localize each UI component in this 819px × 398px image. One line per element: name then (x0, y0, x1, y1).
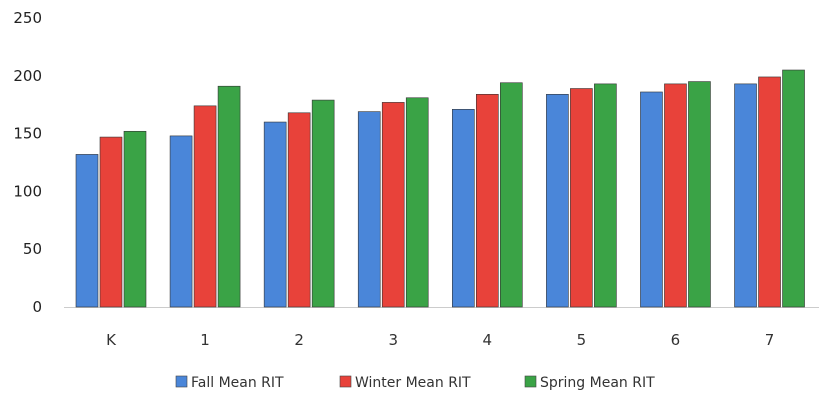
bar-winter-mean-rit-4 (475, 93, 499, 308)
legend-swatch (339, 375, 352, 388)
y-tick-label: 100 (13, 182, 42, 200)
x-tick-label: 7 (765, 331, 775, 349)
bar-fall-mean-rit-4 (451, 109, 475, 308)
bar-fall-mean-rit-k (75, 154, 99, 308)
bar-spring-mean-rit-4 (499, 82, 523, 308)
x-tick-label: 4 (483, 331, 493, 349)
bars (75, 69, 805, 308)
legend-swatch (524, 375, 537, 388)
y-axis-ticks: 0 50 100 150 200 250 (13, 9, 42, 316)
y-tick-label: 250 (13, 9, 42, 27)
legend-label: Spring Mean RIT (540, 375, 655, 391)
bar-winter-mean-rit-7 (758, 76, 781, 308)
bar-spring-mean-rit-6 (688, 81, 711, 308)
x-tick-label: 6 (671, 331, 681, 349)
x-tick-label: 5 (577, 331, 587, 349)
legend: Fall Mean RIT Winter Mean RIT Spring Mean … (175, 375, 655, 391)
bar-winter-mean-rit-1 (193, 105, 217, 308)
bar-spring-mean-rit-5 (594, 83, 617, 308)
bar-spring-mean-rit-2 (311, 99, 335, 308)
bar-winter-mean-rit-k (99, 136, 123, 308)
y-tick-label: 0 (32, 298, 42, 316)
bar-spring-mean-rit-k (123, 130, 147, 308)
y-tick-label: 150 (13, 125, 42, 143)
bar-winter-mean-rit-3 (381, 102, 405, 308)
bar-spring-mean-rit-7 (782, 69, 805, 308)
bar-fall-mean-rit-7 (734, 83, 757, 308)
y-tick-label: 200 (13, 67, 42, 85)
legend-label: Fall Mean RIT (191, 375, 284, 391)
legend-label: Winter Mean RIT (355, 375, 471, 391)
x-tick-label: 1 (200, 331, 210, 349)
legend-swatch (175, 375, 188, 388)
bar-fall-mean-rit-3 (357, 111, 381, 308)
bar-winter-mean-rit-6 (664, 83, 687, 308)
bar-fall-mean-rit-1 (169, 135, 193, 308)
x-axis-ticks: K 1 2 3 4 5 6 7 (106, 331, 774, 349)
bar-fall-mean-rit-5 (546, 93, 569, 308)
bar-winter-mean-rit-2 (287, 112, 311, 308)
x-tick-label: K (106, 331, 117, 349)
bar-fall-mean-rit-6 (640, 91, 663, 308)
bar-spring-mean-rit-3 (405, 97, 429, 308)
y-tick-label: 50 (23, 240, 42, 258)
x-tick-label: 3 (388, 331, 398, 349)
x-tick-label: 2 (294, 331, 304, 349)
bar-fall-mean-rit-2 (263, 121, 287, 308)
bar-spring-mean-rit-1 (217, 85, 241, 308)
bar-winter-mean-rit-5 (570, 88, 593, 308)
